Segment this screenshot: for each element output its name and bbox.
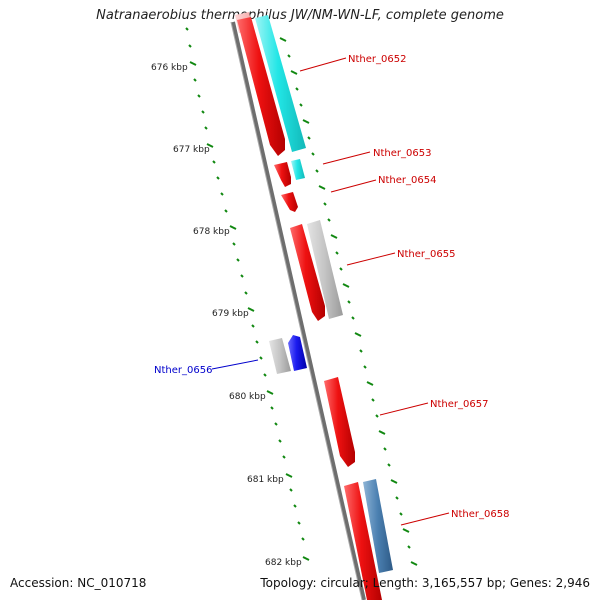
rna-feature-cyan[interactable]: [255, 15, 306, 152]
gene-arrow-nther-0655[interactable]: [290, 224, 325, 321]
scale-label-676: 676 kbp: [151, 63, 188, 73]
gene-arrow-nther-0658[interactable]: [344, 482, 382, 600]
genome-summary-text: Topology: circular; Length: 3,165,557 bp…: [260, 576, 590, 590]
scale-label-682: 682 kbp: [265, 558, 302, 568]
scale-label-680: 680 kbp: [229, 392, 266, 402]
gene-label-nther-0656[interactable]: Nther_0656: [154, 365, 212, 376]
label-leaders: [211, 57, 450, 526]
scale-label-678: 678 kbp: [193, 227, 230, 237]
steel-feature-0658[interactable]: [363, 479, 393, 573]
gene-label-nther-0658[interactable]: Nther_0658: [451, 509, 509, 520]
genome-backbone-highlight: [230, 21, 363, 600]
gene-arrow-nther-0653[interactable]: [274, 162, 291, 187]
rna-feature-cyan-small[interactable]: [291, 159, 305, 180]
gray-feature-0656[interactable]: [269, 338, 291, 374]
gene-arrow-nther-0656[interactable]: [288, 335, 307, 371]
gene-label-nther-0653[interactable]: Nther_0653: [373, 148, 431, 159]
gene-arrow-nther-0657[interactable]: [324, 377, 355, 467]
gene-arrow-nther-0652[interactable]: [237, 17, 285, 156]
scale-label-677: 677 kbp: [173, 145, 210, 155]
gene-label-nther-0654[interactable]: Nther_0654: [378, 175, 436, 186]
genome-backbone: [231, 21, 366, 600]
scale-label-679: 679 kbp: [212, 309, 249, 319]
gene-label-nther-0657[interactable]: Nther_0657: [430, 399, 488, 410]
gene-label-nther-0652[interactable]: Nther_0652: [348, 54, 406, 65]
gc-ticks: [279, 37, 418, 566]
scale-ticks: [185, 27, 310, 561]
gene-arrow-nther-0654[interactable]: [281, 192, 298, 212]
genome-title: Natranaerobius thermophilus JW/NM-WN-LF,…: [96, 8, 504, 23]
gray-feature-0655[interactable]: [307, 220, 343, 319]
gene-label-nther-0655[interactable]: Nther_0655: [397, 249, 455, 260]
accession-text: Accession: NC_010718: [10, 576, 147, 590]
scale-label-681: 681 kbp: [247, 475, 284, 485]
